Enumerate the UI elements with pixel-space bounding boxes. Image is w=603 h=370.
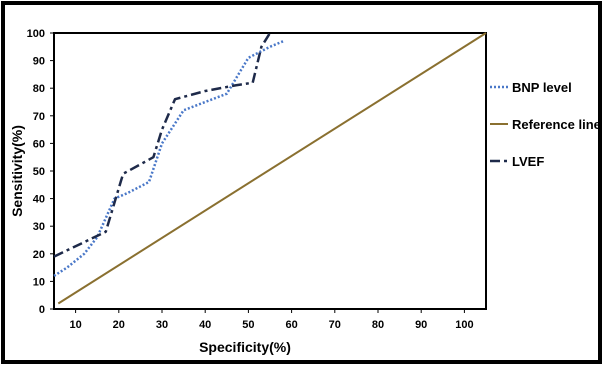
y-tick-label: 30	[33, 221, 45, 233]
y-axis-ticks: 0 10 20 30 40 50 60 70 80 90 100	[27, 28, 54, 316]
y-tick-label: 80	[33, 83, 45, 95]
legend: BNP level Reference line LVEF	[490, 80, 601, 169]
y-tick-label: 50	[33, 166, 45, 178]
y-tick-label: 10	[33, 276, 45, 288]
series-line-reference-line	[57, 32, 487, 305]
x-tick-label: 100	[455, 319, 473, 331]
x-tick-label: 30	[156, 319, 168, 331]
legend-label: LVEF	[512, 154, 544, 169]
legend-label: BNP level	[512, 80, 572, 95]
y-tick-label: 40	[33, 194, 45, 206]
y-tick-label: 100	[27, 28, 45, 40]
series-line-bnp-level	[53, 40, 284, 277]
x-tick-label: 50	[242, 319, 254, 331]
x-tick-label: 20	[113, 319, 125, 331]
x-tick-label: 40	[199, 319, 211, 331]
y-tick-label: 0	[39, 304, 45, 316]
y-tick-label: 90	[33, 56, 45, 68]
x-tick-label: 60	[285, 319, 297, 331]
x-tick-label: 10	[69, 319, 81, 331]
x-tick-label: 90	[415, 319, 427, 331]
y-tick-label: 60	[33, 138, 45, 150]
x-tick-label: 70	[329, 319, 341, 331]
legend-label: Reference line	[512, 117, 601, 132]
y-axis-label: Sensitivity(%)	[9, 125, 25, 217]
y-tick-label: 70	[33, 111, 45, 123]
y-tick-label: 20	[33, 249, 45, 261]
x-tick-label: 80	[372, 319, 384, 331]
x-axis-label: Specificity(%)	[199, 339, 291, 355]
x-axis-ticks: 10 20 30 40 50 60 70 80 90 100	[69, 309, 474, 331]
series-layer	[53, 32, 487, 305]
